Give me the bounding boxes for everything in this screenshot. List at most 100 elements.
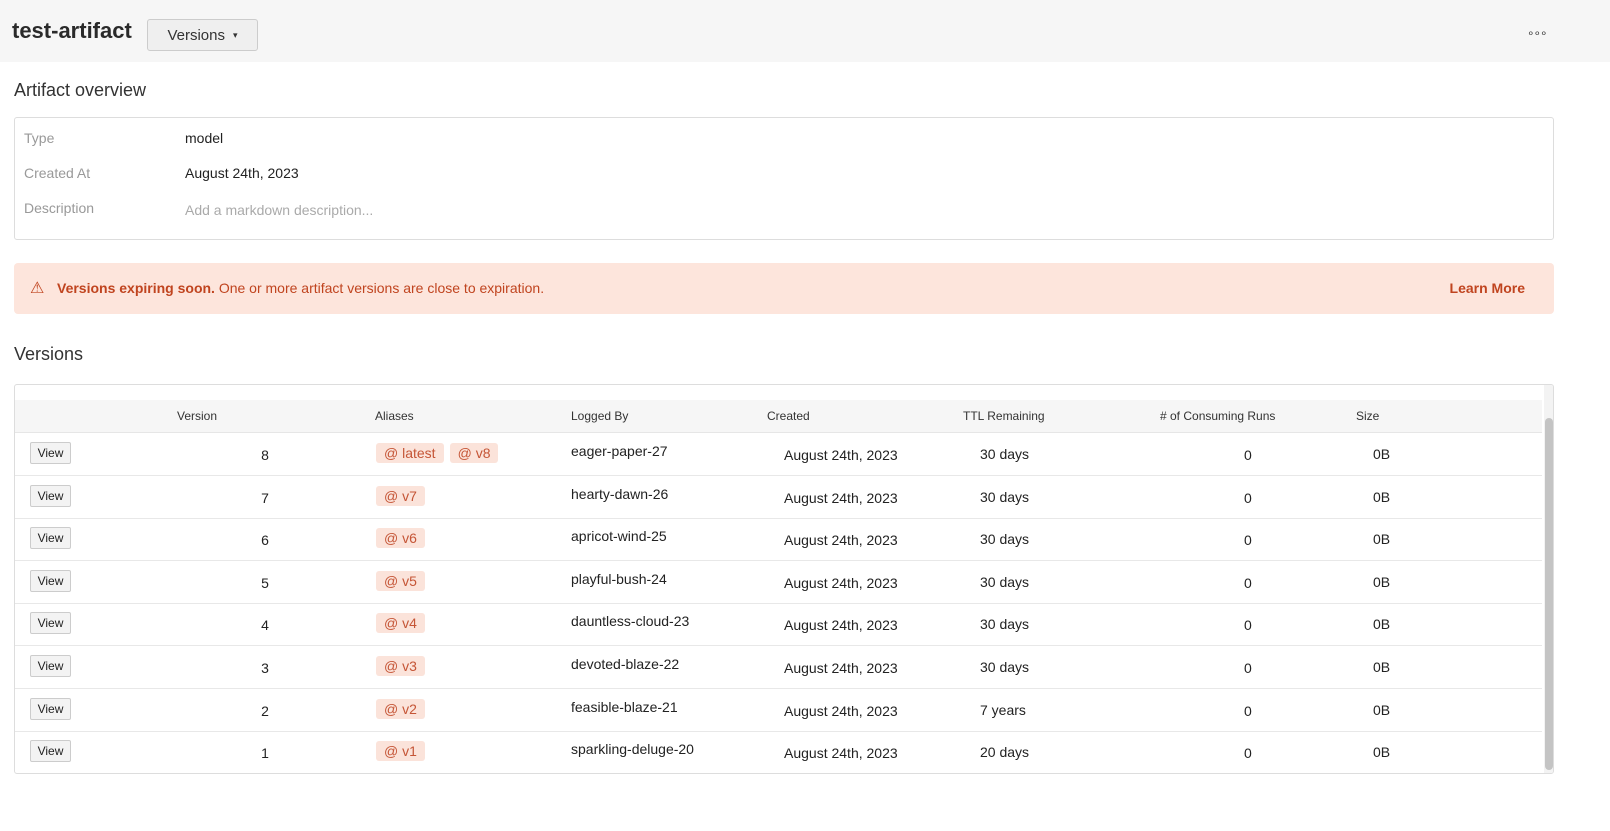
alias-tag[interactable]: @ v7 bbox=[376, 485, 425, 506]
created-date: August 24th, 2023 bbox=[784, 702, 898, 719]
aliases-cell: @ v2 bbox=[376, 698, 425, 719]
col-size[interactable]: Size bbox=[1356, 409, 1380, 423]
aliases-cell: @ v1 bbox=[376, 741, 425, 762]
overview-panel: Type model Created At August 24th, 2023 De… bbox=[14, 117, 1554, 240]
alias-label: v1 bbox=[402, 743, 417, 760]
banner-text: One or more artifact versions are close … bbox=[218, 280, 545, 296]
created-date: August 24th, 2023 bbox=[784, 489, 898, 506]
version-number: 2 bbox=[261, 702, 269, 719]
col-created[interactable]: Created bbox=[767, 409, 810, 423]
alias-tag[interactable]: @ v4 bbox=[376, 613, 425, 634]
versions-table: Version Aliases Logged By Created TTL Re… bbox=[14, 384, 1554, 774]
caret-down-icon: ▾ bbox=[233, 29, 238, 40]
alias-tag[interactable]: @ latest bbox=[376, 443, 444, 463]
table-row: View 7 @ v7 hearty-dawn-26 August 24th, … bbox=[15, 476, 1542, 519]
created-label: Created At bbox=[24, 165, 91, 181]
table-row: View 8 @ latest @ v8 eager-paper-27 Augus… bbox=[15, 433, 1542, 476]
view-button[interactable]: View bbox=[30, 740, 71, 763]
description-input[interactable]: Add a markdown description... bbox=[185, 202, 374, 218]
alias-label: v5 bbox=[402, 572, 417, 589]
table-row: View 1 @ v1 sparkling-deluge-20 August 2… bbox=[15, 731, 1542, 773]
logged-by-run[interactable]: apricot-wind-25 bbox=[571, 528, 667, 545]
logged-by-run[interactable]: dauntless-cloud-23 bbox=[571, 613, 690, 630]
view-button[interactable]: View bbox=[30, 484, 71, 507]
created-date: August 24th, 2023 bbox=[784, 660, 898, 676]
created-date: August 24th, 2023 bbox=[784, 745, 898, 762]
alias-label: v6 bbox=[402, 530, 417, 547]
ttl-remaining: 30 days bbox=[980, 488, 1030, 505]
versions-heading: Versions bbox=[14, 344, 84, 364]
alias-tag[interactable]: @ v5 bbox=[376, 570, 425, 591]
learn-more-link[interactable]: Learn More bbox=[1449, 280, 1525, 296]
view-button[interactable]: View bbox=[30, 527, 71, 550]
version-number: 6 bbox=[261, 532, 269, 549]
table-header: Version Aliases Logged By Created TTL Re… bbox=[15, 400, 1542, 433]
at-icon: @ bbox=[384, 615, 399, 632]
view-button[interactable]: View bbox=[30, 655, 71, 677]
col-logged-by[interactable]: Logged By bbox=[571, 409, 629, 423]
col-ttl[interactable]: TTL Remaining bbox=[963, 409, 1045, 423]
at-icon: @ bbox=[384, 530, 399, 547]
alias-tag[interactable]: @ v3 bbox=[376, 656, 425, 676]
ttl-remaining: 30 days bbox=[980, 446, 1030, 462]
aliases-cell: @ v3 bbox=[376, 656, 425, 676]
versions-dropdown[interactable]: Versions ▾ bbox=[147, 19, 258, 51]
alias-label: v2 bbox=[402, 700, 417, 717]
type-value: model bbox=[185, 130, 224, 146]
ttl-remaining: 30 days bbox=[980, 531, 1030, 548]
at-icon: @ bbox=[384, 572, 399, 589]
alias-label: v4 bbox=[402, 615, 417, 632]
col-consuming-runs[interactable]: # of Consuming Runs bbox=[1160, 409, 1276, 423]
logged-by-run[interactable]: devoted-blaze-22 bbox=[571, 656, 680, 672]
table-row: View 2 @ v2 feasible-blaze-21 August 24t… bbox=[15, 689, 1542, 732]
view-button[interactable]: View bbox=[30, 442, 71, 464]
aliases-cell: @ v4 bbox=[376, 613, 425, 634]
logged-by-run[interactable]: eager-paper-27 bbox=[571, 443, 668, 459]
table-row: View 6 @ v6 apricot-wind-25 August 24th,… bbox=[15, 518, 1542, 562]
size: 0B bbox=[1373, 531, 1391, 548]
ttl-remaining: 30 days bbox=[980, 659, 1030, 675]
col-aliases[interactable]: Aliases bbox=[375, 409, 414, 423]
view-button[interactable]: View bbox=[30, 569, 71, 592]
more-options-icon[interactable]: ∘∘∘ bbox=[1527, 26, 1548, 40]
logged-by-run[interactable]: hearty-dawn-26 bbox=[571, 485, 669, 502]
banner-message: Versions expiring soon. One or more arti… bbox=[57, 280, 544, 296]
alias-tag[interactable]: @ v8 bbox=[449, 443, 499, 463]
versions-dropdown-label: Versions bbox=[167, 26, 225, 44]
logged-by-run[interactable]: sparkling-deluge-20 bbox=[571, 741, 694, 758]
at-icon: @ bbox=[384, 743, 399, 760]
description-label: Description bbox=[24, 200, 95, 216]
table-scrollbar[interactable] bbox=[1544, 385, 1553, 773]
expiration-banner: ⚠ Versions expiring soon. One or more ar… bbox=[14, 263, 1554, 314]
size: 0B bbox=[1373, 701, 1391, 718]
at-icon: @ bbox=[457, 445, 472, 461]
size: 0B bbox=[1373, 488, 1391, 505]
alias-tag[interactable]: @ v6 bbox=[376, 528, 425, 549]
version-number: 8 bbox=[261, 447, 269, 463]
at-icon: @ bbox=[384, 658, 399, 674]
ttl-remaining: 20 days bbox=[980, 744, 1030, 761]
created-date: August 24th, 2023 bbox=[784, 447, 898, 463]
alias-label: v8 bbox=[475, 445, 491, 461]
created-date: August 24th, 2023 bbox=[784, 532, 898, 549]
alias-tag[interactable]: @ v2 bbox=[376, 698, 425, 719]
consuming-runs: 0 bbox=[1244, 702, 1252, 719]
consuming-runs: 0 bbox=[1244, 617, 1252, 634]
view-button[interactable]: View bbox=[30, 697, 71, 720]
size: 0B bbox=[1373, 659, 1391, 675]
consuming-runs: 0 bbox=[1244, 489, 1252, 506]
at-icon: @ bbox=[384, 487, 399, 504]
created-value: August 24th, 2023 bbox=[185, 165, 299, 181]
table-row: View 3 @ v3 devoted-blaze-22 August 24th… bbox=[15, 646, 1542, 689]
alias-tag[interactable]: @ v1 bbox=[376, 741, 425, 762]
alias-label: latest bbox=[402, 445, 436, 461]
scrollbar-thumb[interactable] bbox=[1545, 418, 1553, 770]
at-icon: @ bbox=[384, 445, 399, 461]
aliases-cell: @ v5 bbox=[376, 570, 425, 591]
version-number: 3 bbox=[261, 660, 269, 676]
view-button[interactable]: View bbox=[30, 612, 71, 635]
overview-heading: Artifact overview bbox=[14, 80, 147, 100]
logged-by-run[interactable]: feasible-blaze-21 bbox=[571, 698, 678, 715]
logged-by-run[interactable]: playful-bush-24 bbox=[571, 570, 667, 587]
col-version[interactable]: Version bbox=[177, 409, 218, 423]
